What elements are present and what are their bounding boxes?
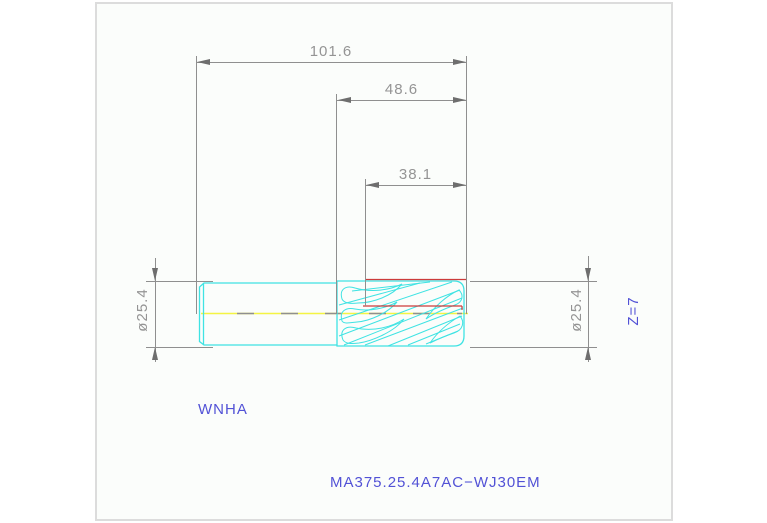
flute-count-label: Z=7 bbox=[625, 296, 642, 326]
arrow-down-icon bbox=[152, 268, 158, 281]
extension-line bbox=[196, 56, 197, 314]
extension-line bbox=[365, 179, 366, 306]
arrow-right-icon bbox=[453, 59, 466, 65]
dim-diameter-left-value: ø25.4 bbox=[134, 288, 151, 332]
arrow-up-icon bbox=[585, 347, 591, 360]
dim-diameter-right-value: ø25.4 bbox=[568, 288, 585, 332]
arrow-left-icon bbox=[366, 182, 379, 188]
dim-line bbox=[365, 185, 467, 186]
arrow-up-icon bbox=[152, 347, 158, 360]
arrow-down-icon bbox=[585, 268, 591, 281]
arrow-left-icon bbox=[338, 97, 351, 103]
insert-type-label: WNHA bbox=[198, 401, 248, 418]
dim-line bbox=[337, 100, 467, 101]
dim-overall-length-value: 101.6 bbox=[309, 43, 353, 60]
extension-line bbox=[470, 347, 597, 348]
extension-line bbox=[146, 347, 213, 348]
drawing-sheet bbox=[95, 2, 673, 521]
arrow-left-icon bbox=[197, 59, 210, 65]
extension-line bbox=[146, 281, 213, 282]
dim-cut-length-value: 48.6 bbox=[384, 81, 419, 98]
dim-insert-length-value: 38.1 bbox=[398, 166, 433, 183]
dim-line bbox=[155, 258, 156, 362]
dim-line bbox=[196, 62, 467, 63]
extension-line bbox=[470, 281, 597, 282]
arrow-right-icon bbox=[453, 97, 466, 103]
dim-line bbox=[588, 256, 589, 362]
extension-line bbox=[336, 94, 337, 314]
arrow-right-icon bbox=[453, 182, 466, 188]
part-number-label: MA375.25.4A7AC−WJ30EM bbox=[330, 474, 541, 491]
